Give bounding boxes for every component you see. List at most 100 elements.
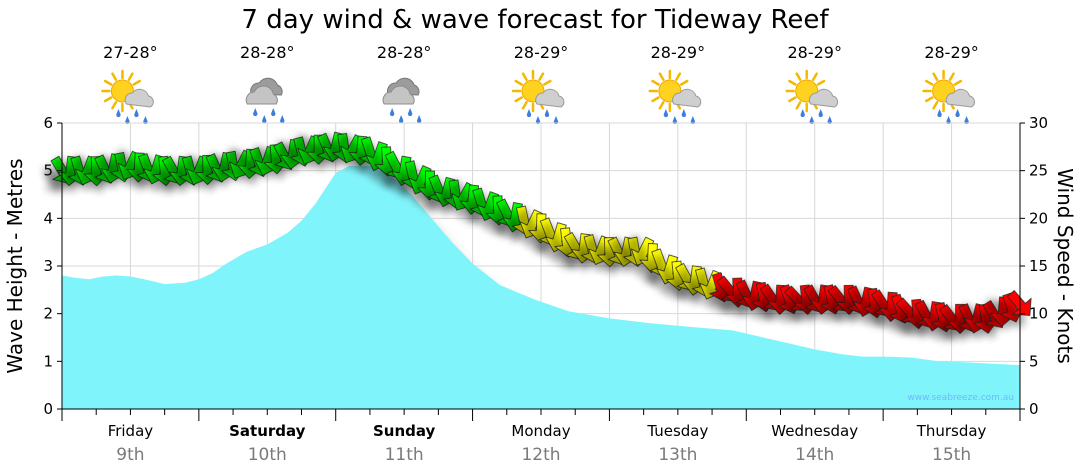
sun-ray [543,79,552,86]
cloud-light [245,85,278,105]
sun-ray [925,79,934,86]
day-date-label: 11th [385,445,424,465]
y-tick-label: 6 [43,114,53,132]
cloud [535,88,565,108]
y2-tick-label: 25 [1029,162,1048,180]
cloud-rain-icon [245,77,285,124]
sun-ray [103,79,113,86]
sun-cloud-rain-icon [101,69,154,125]
rain-drop [262,115,267,124]
y-tick-label: 3 [43,257,53,275]
sun-cloud-rain-icon [648,69,702,125]
cloud [124,88,154,108]
rain-drop [964,116,969,125]
sun-ray [521,101,528,110]
day-date-label: 12th [521,445,560,465]
y-tick-label: 5 [43,162,53,180]
sun-ray [514,96,523,103]
sun-ray [811,72,818,81]
day-date-label: 9th [116,445,144,465]
cloud [672,88,702,108]
sun-ray [795,101,802,110]
sun-ray [111,72,118,81]
sun-ray [788,96,797,103]
cloud-rain-icon [382,77,422,124]
weather-icon-row [101,69,975,125]
day-temperature: 28-29° [514,43,569,62]
rain-drop [134,109,139,118]
left-axis-ticks: 0 1 2 3 4 5 6 [43,114,62,418]
cloud [945,88,975,108]
sun-ray [953,79,963,86]
rain-drop [827,116,832,125]
rain-drop [800,109,805,118]
sun-ray [651,79,660,86]
sun-ray [948,72,955,81]
day-date-label: 13th [658,445,697,465]
right-axis-ticks: 0 5 10 15 20 25 30 [1020,114,1048,418]
rain-drop [271,108,276,117]
temperature-row: 27-28° 28-28° 28-28° 28-29° 28-29° 28-29° 28-2… [103,43,979,62]
day-name-label: Wednesday [771,422,858,440]
y2-tick-label: 15 [1029,257,1048,275]
y-tick-label: 2 [43,305,53,323]
right-axis-label: Wind Speed - Knots [1053,168,1077,364]
day-name-label: Friday [108,422,154,440]
day-name-label: Tuesday [646,422,708,440]
sun-ray [651,96,660,103]
sun-ray [111,101,118,110]
sun-ray [932,72,939,81]
rain-drop [416,115,422,124]
day-temperature: 28-29° [787,43,842,62]
day-temperature: 28-29° [651,43,706,62]
rain-drop [937,109,942,118]
rain-drop [253,108,258,117]
rain-drop [535,116,541,125]
day-date-label: 14th [795,445,834,465]
rain-drop [143,116,148,125]
wind-arrow [1006,290,1032,316]
x-axis-day-labels: Friday 9th Saturday 10th Sunday 11th Monday 12t… [108,422,987,465]
sun-ray [658,72,665,81]
sun-ray [932,101,939,110]
rain-drop [398,115,404,124]
day-temperature: 28-29° [924,43,979,62]
rain-drop [526,109,532,118]
rain-drop [946,116,951,125]
left-axis-label: Wave Height - Metres [3,158,27,373]
rain-drop [818,109,823,118]
day-temperature: 27-28° [103,43,158,62]
cloud-light [382,85,415,105]
sun-ray [521,72,528,81]
sun-ray [795,72,802,81]
sun-cloud-rain-icon [785,69,839,125]
sun-ray [103,96,113,103]
day-date-label: 15th [932,445,971,465]
y2-tick-label: 20 [1029,209,1048,227]
rain-drop [672,116,678,125]
sun-ray [132,79,141,86]
day-name-label: Thursday [916,422,987,440]
rain-drop [663,109,669,118]
cloud [808,88,839,108]
sun-ray [675,72,682,81]
y2-tick-label: 10 [1029,305,1048,323]
chart-title: 7 day wind & wave forecast for Tideway R… [241,5,829,35]
sun-cloud-rain-icon [511,69,565,125]
day-temperature: 28-28° [377,43,432,62]
day-temperature: 28-28° [240,43,295,62]
rain-drop [955,109,960,118]
rain-drop [125,116,130,125]
y-tick-label: 4 [43,209,53,227]
wind-arrows [50,131,1032,334]
y-tick-label: 0 [43,400,53,418]
day-name-label: Saturday [229,422,306,440]
sun-ray [816,79,826,86]
rain-drop [116,109,121,118]
rain-drop [280,115,285,124]
rain-drop [407,108,413,117]
sun-cloud-rain-icon [922,69,975,125]
rain-drop [389,108,395,117]
sun-ray [925,96,934,103]
